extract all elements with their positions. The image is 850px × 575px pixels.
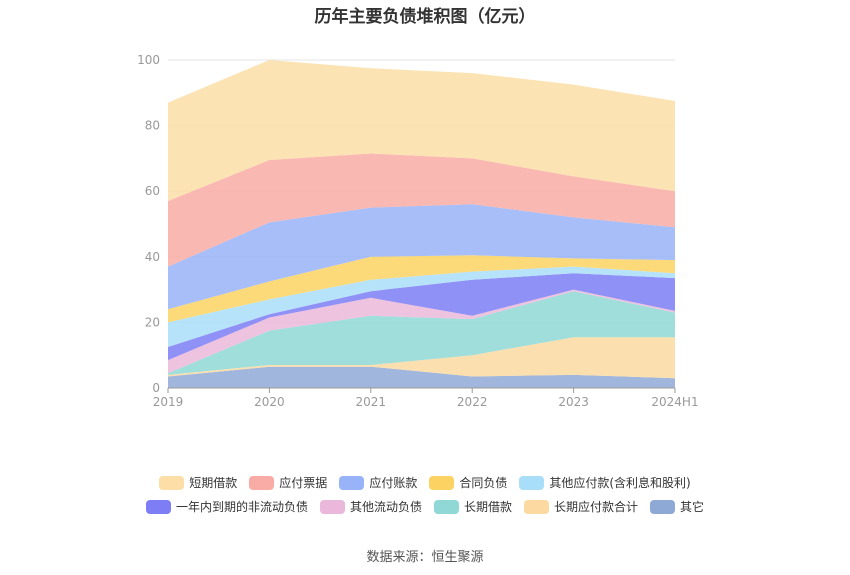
legend-label: 合同负债 <box>459 476 508 490</box>
legend-swatch <box>524 499 549 514</box>
legend-label: 长期借款 <box>463 500 512 514</box>
legend-swatch <box>339 475 365 490</box>
legend-swatch <box>433 499 459 514</box>
legend-label: 其他应付款(含利息和股利) <box>549 476 691 490</box>
area-series-0 <box>168 366 675 388</box>
legend-item[interactable]: 短期借款 <box>159 474 237 491</box>
y-tick-label: 40 <box>145 250 160 264</box>
legend-label: 应付票据 <box>279 476 328 490</box>
legend-swatch <box>319 499 345 514</box>
x-tick-label: 2021 <box>356 395 387 409</box>
legend-swatch <box>249 475 275 490</box>
x-tick-label: 2023 <box>558 395 589 409</box>
legend-swatch <box>519 475 545 490</box>
legend-item[interactable]: 合同负债 <box>429 474 507 491</box>
legend-item[interactable]: 长期借款 <box>433 498 512 515</box>
x-tick-label: 2020 <box>254 395 285 409</box>
legend-row-2: 一年内到期的非流动负债 其他流动负债 长期借款 长期应付款合计 其它 <box>0 498 850 515</box>
x-tick-label: 2024H1 <box>651 395 698 409</box>
area-series-6 <box>168 255 675 323</box>
legend-item[interactable]: 长期应付款合计 <box>524 498 638 515</box>
source-note: 数据来源：恒生聚源 <box>366 550 484 565</box>
legend-label: 长期应付款合计 <box>554 500 639 514</box>
legend-label: 一年内到期的非流动负债 <box>175 500 308 514</box>
legend-item[interactable]: 其他应付款(含利息和股利) <box>519 474 691 491</box>
y-tick-label: 0 <box>152 381 160 395</box>
legend-item[interactable]: 其它 <box>650 498 704 515</box>
legend-item[interactable]: 一年内到期的非流动负债 <box>145 498 308 515</box>
legend-row-1: 短期借款 应付票据 应付账款 合同负债 其他应付款(含利息和股利) <box>0 474 850 491</box>
y-tick-label: 80 <box>145 119 160 133</box>
legend-swatch <box>429 475 455 490</box>
legend-swatch <box>650 499 676 514</box>
area-series-4 <box>168 273 675 361</box>
chart-title: 历年主要负债堆积图（亿元） <box>314 7 536 27</box>
legend-label: 应付账款 <box>369 476 418 490</box>
area-series-8 <box>168 153 675 267</box>
legend-label: 其他流动负债 <box>349 500 422 514</box>
x-tick-label: 2022 <box>457 395 488 409</box>
legend-swatch <box>159 475 185 490</box>
legend-label: 其它 <box>680 500 705 514</box>
legend-item[interactable]: 其他流动负债 <box>319 498 422 515</box>
legend-item[interactable]: 应付票据 <box>249 474 327 491</box>
y-tick-label: 60 <box>145 184 160 198</box>
area-series-5 <box>168 266 675 347</box>
area-series-2 <box>168 291 675 375</box>
area-series-1 <box>168 337 675 379</box>
x-tick-label: 2019 <box>153 395 184 409</box>
y-tick-label: 20 <box>145 315 160 329</box>
legend-swatch <box>145 499 171 514</box>
area-series-7 <box>168 204 675 310</box>
legend-label: 短期借款 <box>189 476 238 490</box>
y-tick-label: 100 <box>137 53 160 67</box>
area-series-9 <box>168 60 675 201</box>
legend-item[interactable]: 应付账款 <box>339 474 417 491</box>
